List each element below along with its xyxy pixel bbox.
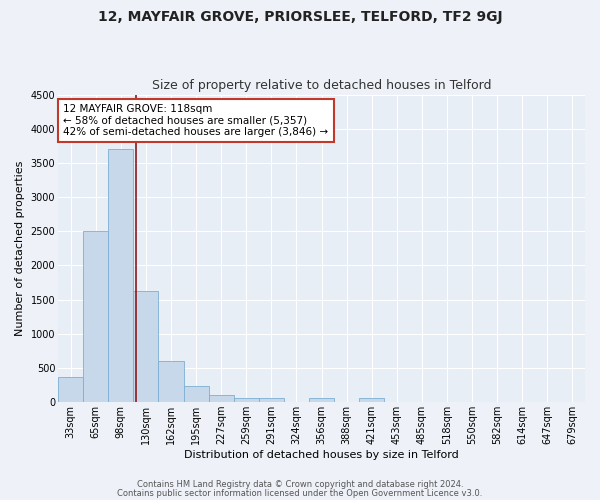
Y-axis label: Number of detached properties: Number of detached properties (15, 160, 25, 336)
X-axis label: Distribution of detached houses by size in Telford: Distribution of detached houses by size … (184, 450, 459, 460)
Bar (158, 361, 184, 402)
Bar (108, 149, 133, 402)
Bar (359, 398, 384, 402)
Text: 12 MAYFAIR GROVE: 118sqm
← 58% of detached houses are smaller (5,357)
42% of sem: 12 MAYFAIR GROVE: 118sqm ← 58% of detach… (64, 104, 328, 137)
Bar (58, 376, 83, 402)
Bar (209, 396, 234, 402)
Bar (259, 398, 284, 402)
Bar (184, 386, 209, 402)
Text: Contains HM Land Registry data © Crown copyright and database right 2024.: Contains HM Land Registry data © Crown c… (137, 480, 463, 489)
Text: Contains public sector information licensed under the Open Government Licence v3: Contains public sector information licen… (118, 489, 482, 498)
Bar (83, 232, 108, 402)
Bar (309, 398, 334, 402)
Title: Size of property relative to detached houses in Telford: Size of property relative to detached ho… (152, 79, 491, 92)
Bar (234, 398, 259, 402)
Bar (133, 292, 158, 402)
Text: 12, MAYFAIR GROVE, PRIORSLEE, TELFORD, TF2 9GJ: 12, MAYFAIR GROVE, PRIORSLEE, TELFORD, T… (98, 10, 502, 24)
